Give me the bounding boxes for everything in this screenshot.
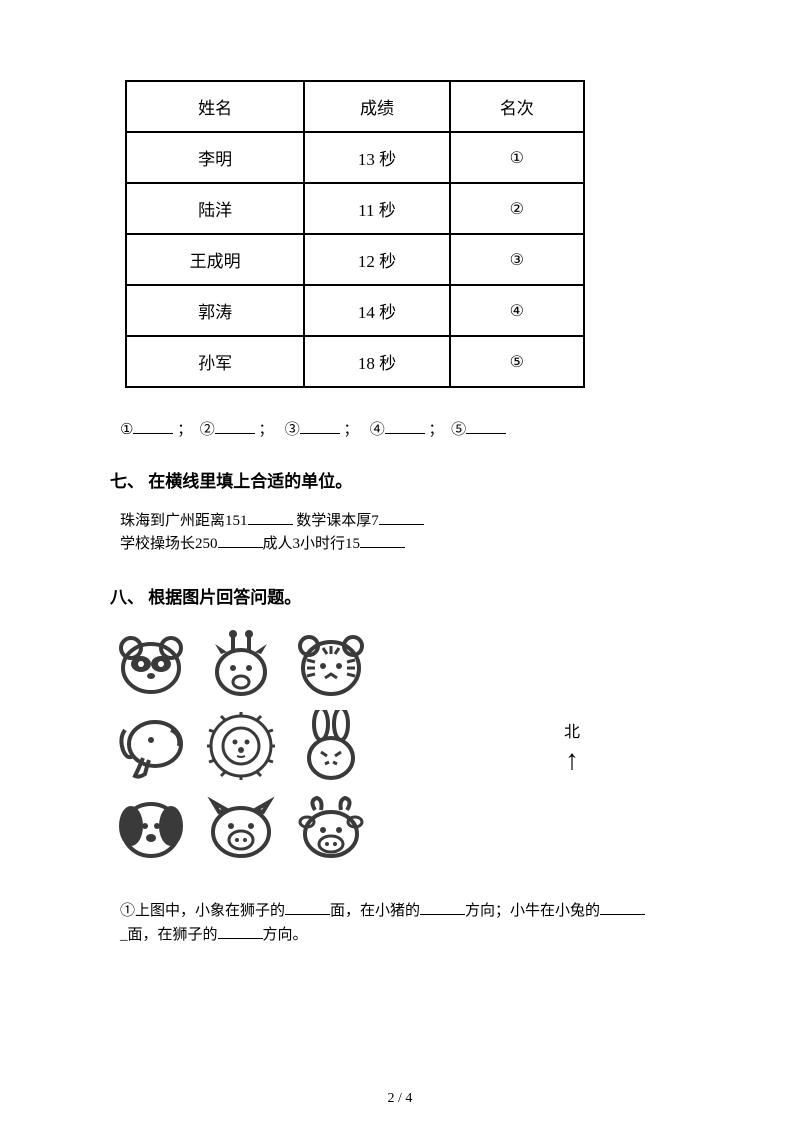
label-2: ② [200, 422, 215, 438]
blank-input[interactable] [360, 534, 405, 548]
cell-name: 孙军 [126, 336, 304, 387]
arrow-up-icon: ↑ [564, 747, 580, 775]
q-text: 面，在狮子的 [128, 927, 218, 943]
cell-score: 12 秒 [304, 234, 449, 285]
q-text: ①上图中，小象在狮子的 [120, 903, 285, 919]
blank-input[interactable] [218, 534, 263, 548]
pig-icon [205, 792, 277, 864]
raccoon-icon [115, 628, 187, 700]
text-distance: 珠海到广州距离151 [120, 513, 248, 529]
cell-score: 13 秒 [304, 132, 449, 183]
north-indicator: 北 ↑ [564, 718, 580, 775]
blank-input[interactable] [133, 420, 173, 434]
text-playground: 学校操场长250 [120, 536, 218, 552]
label-3: ③ [285, 422, 300, 438]
table-row: 陆洋 11 秒 ② [126, 183, 584, 234]
blank-input[interactable] [218, 925, 263, 939]
blank-input[interactable] [379, 511, 424, 525]
header-rank: 名次 [450, 81, 584, 132]
label-5: ⑤ [451, 422, 466, 438]
header-name: 姓名 [126, 81, 304, 132]
section-7-content: 珠海到广州距离151 数学课本厚7 学校操场长250 成人3小时行15 [120, 510, 690, 555]
cell-name: 李明 [126, 132, 304, 183]
cell-rank: ① [450, 132, 584, 183]
score-table: 姓名 成绩 名次 李明 13 秒 ① 陆洋 11 秒 ② 王成明 12 秒 ③ … [125, 80, 585, 388]
sep: ； [429, 422, 444, 438]
giraffe-icon [205, 628, 277, 700]
table-row: 王成明 12 秒 ③ [126, 234, 584, 285]
header-score: 成绩 [304, 81, 449, 132]
blank-input[interactable] [600, 901, 645, 915]
animals-grid [115, 628, 367, 874]
text-adult: 成人3小时行15 [263, 536, 361, 552]
table-header-row: 姓名 成绩 名次 [126, 81, 584, 132]
blank-input[interactable] [385, 420, 425, 434]
blank-input[interactable] [285, 901, 330, 915]
page-footer: 2 / 4 [0, 1091, 800, 1107]
cow-icon [295, 792, 367, 864]
elephant-icon [115, 710, 187, 782]
label-1: ① [120, 422, 133, 438]
animal-row-3 [115, 792, 367, 864]
cell-score: 18 秒 [304, 336, 449, 387]
dog-icon [115, 792, 187, 864]
animals-section: 北 ↑ ①上图中，小象在狮子的 面，在小猪的 方向；小牛在小兔的 _面，在狮子的 方向。 [110, 628, 690, 947]
sep: ； [258, 422, 273, 438]
text-book: 数学课本厚7 [296, 513, 379, 529]
cell-name: 郭涛 [126, 285, 304, 336]
sep: ； [177, 422, 192, 438]
blank-input[interactable] [215, 420, 255, 434]
cell-rank: ④ [450, 285, 584, 336]
cell-name: 陆洋 [126, 183, 304, 234]
score-table-container: 姓名 成绩 名次 李明 13 秒 ① 陆洋 11 秒 ② 王成明 12 秒 ③ … [110, 80, 690, 388]
q-text: 面，在小猪的 [330, 903, 420, 919]
rank-fill-line: ① ； ② ； ③ ； ④ ； ⑤ [120, 418, 690, 439]
section-8-title: 八、 根据图片回答问题。 [110, 583, 690, 608]
cell-score: 14 秒 [304, 285, 449, 336]
label-4: ④ [370, 422, 385, 438]
underscore: _ [120, 927, 128, 943]
blank-input[interactable] [248, 511, 293, 525]
table-row: 郭涛 14 秒 ④ [126, 285, 584, 336]
lion-icon [205, 710, 277, 782]
animal-row-2 [115, 710, 367, 782]
rabbit-icon [295, 710, 367, 782]
cell-rank: ③ [450, 234, 584, 285]
cell-score: 11 秒 [304, 183, 449, 234]
animal-row-1 [115, 628, 367, 700]
section-7-title: 七、 在横线里填上合适的单位。 [110, 467, 690, 492]
q-text: 方向。 [263, 927, 308, 943]
table-row: 孙军 18 秒 ⑤ [126, 336, 584, 387]
blank-input[interactable] [300, 420, 340, 434]
cell-name: 王成明 [126, 234, 304, 285]
question-1: ①上图中，小象在狮子的 面，在小猪的 方向；小牛在小兔的 _面，在狮子的 方向。 [120, 899, 690, 947]
table-row: 李明 13 秒 ① [126, 132, 584, 183]
sep: ； [344, 422, 359, 438]
cell-rank: ⑤ [450, 336, 584, 387]
q-text: 方向；小牛在小兔的 [465, 903, 600, 919]
blank-input[interactable] [420, 901, 465, 915]
north-label: 北 [564, 718, 580, 742]
blank-input[interactable] [466, 420, 506, 434]
tiger-icon [295, 628, 367, 700]
cell-rank: ② [450, 183, 584, 234]
